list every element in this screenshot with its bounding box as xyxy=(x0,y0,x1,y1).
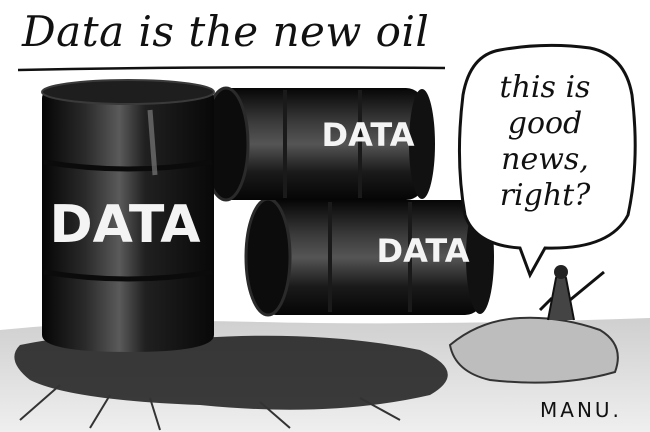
speech-line-4: right? xyxy=(499,178,591,213)
caption-underline xyxy=(17,66,446,72)
small-figure xyxy=(448,265,619,384)
barrel-upright xyxy=(41,79,215,352)
caption-title: Data is the new oil xyxy=(22,7,430,56)
artist-signature: MANU. xyxy=(540,398,622,422)
speech-bubble-text: this is good news, right? xyxy=(470,70,620,214)
barrel-label-middle: DATA xyxy=(377,232,470,270)
speech-line-2: good xyxy=(507,106,583,141)
barrel-lying-top xyxy=(202,86,435,202)
barrel-lying-bottom xyxy=(244,197,494,317)
barrel-label-top: DATA xyxy=(322,116,415,154)
speech-bubble xyxy=(457,43,637,279)
speech-line-3: news, xyxy=(501,142,589,177)
barrel-label-front: DATA xyxy=(49,195,200,255)
oil-spill xyxy=(14,335,448,410)
speech-line-1: this is xyxy=(499,70,591,105)
